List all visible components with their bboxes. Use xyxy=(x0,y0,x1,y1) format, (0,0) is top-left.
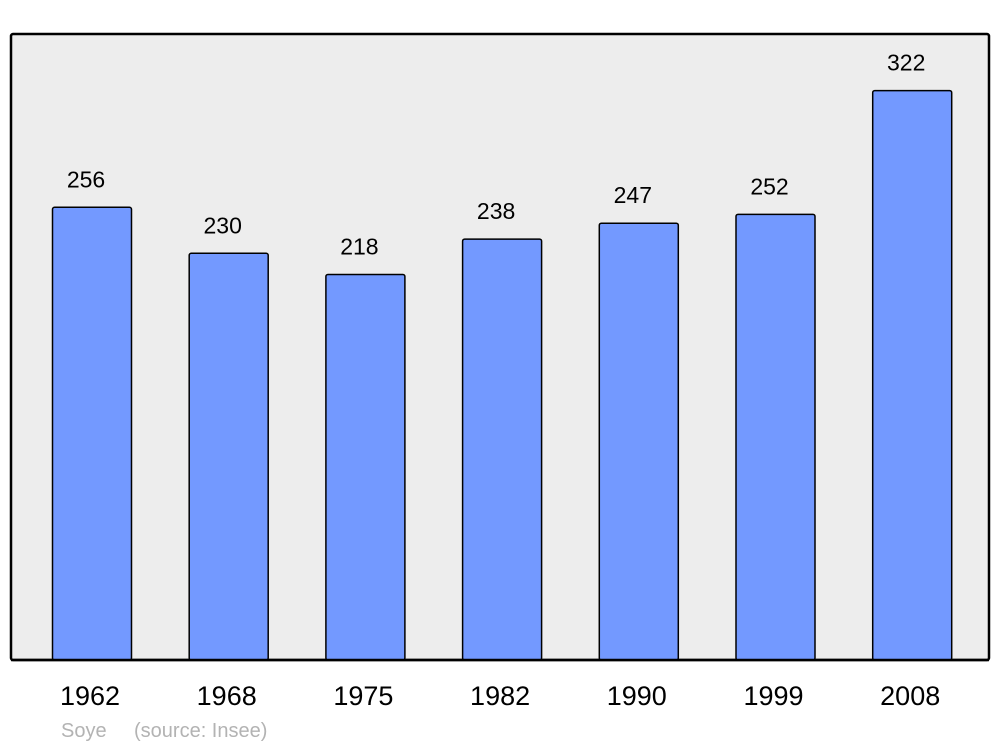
data-label-1999: 252 xyxy=(750,173,788,199)
data-label-2008: 322 xyxy=(887,50,925,76)
footer-source: (source: Insee) xyxy=(134,720,267,742)
bar-1962 xyxy=(51,206,133,661)
x-tick-1975: 1975 xyxy=(333,681,393,711)
bar-1975 xyxy=(325,273,406,661)
data-label-1990: 247 xyxy=(614,182,652,208)
data-label-1968: 230 xyxy=(204,212,242,238)
bar-1982 xyxy=(461,238,543,661)
data-label-1962: 256 xyxy=(67,166,105,192)
bar-1968 xyxy=(188,252,269,661)
bar-1990 xyxy=(598,222,680,661)
data-label-1975: 218 xyxy=(340,233,378,259)
x-tick-1962: 1962 xyxy=(60,681,120,711)
x-tick-1982: 1982 xyxy=(470,681,530,711)
x-tick-1999: 1999 xyxy=(743,681,803,711)
x-tick-1968: 1968 xyxy=(197,681,257,711)
data-label-1982: 238 xyxy=(477,198,515,224)
x-tick-1990: 1990 xyxy=(607,681,667,711)
x-tick-2008: 2008 xyxy=(880,681,940,711)
bar-1999 xyxy=(735,213,816,661)
footer-place: Soye xyxy=(61,720,107,742)
bar-2008 xyxy=(871,89,953,661)
